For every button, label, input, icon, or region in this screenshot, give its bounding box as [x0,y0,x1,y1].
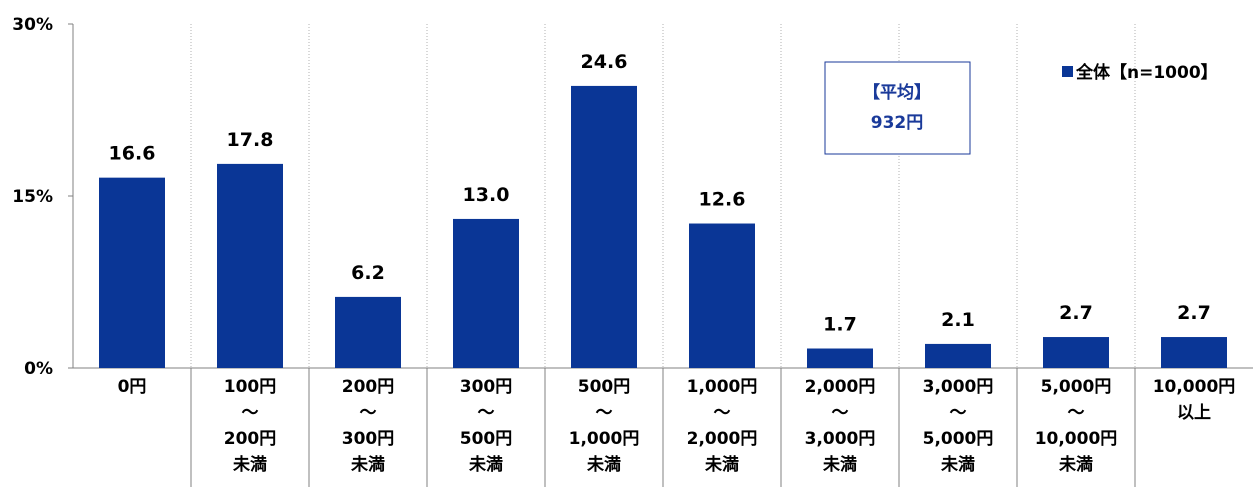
category-label: 5,000円 [1041,377,1112,397]
category-label: 500円 [460,429,513,449]
bar-value-label: 13.0 [463,184,510,206]
category-label: 0円 [118,377,147,397]
value-labels: 16.6 17.8 6.2 13.0 24.6 12.6 1.7 2.1 2.7 2.7 [109,51,1211,336]
category-label: 500円 [578,377,631,397]
category-label: 10,000円 [1153,377,1236,397]
legend: 全体【n=1000】 [1062,62,1218,83]
category-label: 3,000円 [805,429,876,449]
bar [925,343,991,368]
average-title: 【平均】 [863,82,931,103]
bar-value-label: 2.1 [941,309,975,331]
bar-value-label: 24.6 [581,51,628,73]
category-label: 10,000円 [1035,429,1118,449]
category-label: 5,000円 [923,429,994,449]
average-value: 932円 [871,113,924,133]
category-label: 3,000円 [923,377,994,397]
category-label: ～ [242,403,259,423]
bar [335,296,401,368]
bar-value-label: 16.6 [109,143,156,165]
y-tick-label: 30% [12,15,53,35]
y-tick-label: 0% [24,359,53,379]
bar-value-label: 2.7 [1177,302,1211,324]
bar-value-label: 6.2 [351,262,385,284]
category-label: 2,000円 [687,429,758,449]
category-label: 未満 [704,454,739,475]
bar [99,177,165,368]
category-label: 200円 [342,377,395,397]
y-tick-labels: 0% 15% 30% [12,15,53,379]
category-label: ～ [596,403,613,423]
category-label: 未満 [586,454,621,475]
bar-value-label: 1.7 [823,314,857,336]
category-label: ～ [478,403,495,423]
legend-label: 全体【n=1000】 [1075,62,1218,83]
bar [807,348,873,368]
bars [99,85,1227,369]
bar [1043,337,1109,368]
category-label: 2,000円 [805,377,876,397]
category-label: 未満 [232,454,267,475]
bar [453,218,519,368]
category-label: 以上 [1177,403,1211,423]
average-annotation: 【平均】 932円 [824,61,971,155]
category-label: 200円 [224,429,277,449]
bar-value-label: 12.6 [699,189,746,211]
category-label: 未満 [822,454,857,475]
category-label: 未満 [940,454,975,475]
category-label: 100円 [224,377,277,397]
bar [571,85,637,369]
category-label: 1,000円 [687,377,758,397]
average-box [824,61,971,155]
category-label: 300円 [460,377,513,397]
bar [1161,337,1227,368]
bar-value-label: 2.7 [1059,302,1093,324]
legend-swatch [1062,66,1073,77]
bar-value-label: 17.8 [227,129,274,151]
category-label: ～ [1068,403,1085,423]
category-label: 1,000円 [569,429,640,449]
category-label: 未満 [468,454,503,475]
category-label: ～ [360,403,377,423]
y-tick-label: 15% [12,187,53,207]
category-label: 300円 [342,429,395,449]
category-label: ～ [714,403,731,423]
category-label: 未満 [1058,454,1093,475]
category-label: ～ [832,403,849,423]
bar [689,223,755,368]
bar [217,163,283,368]
gridlines [190,24,1136,487]
category-label: ～ [950,403,967,423]
category-label: 未満 [350,454,385,475]
